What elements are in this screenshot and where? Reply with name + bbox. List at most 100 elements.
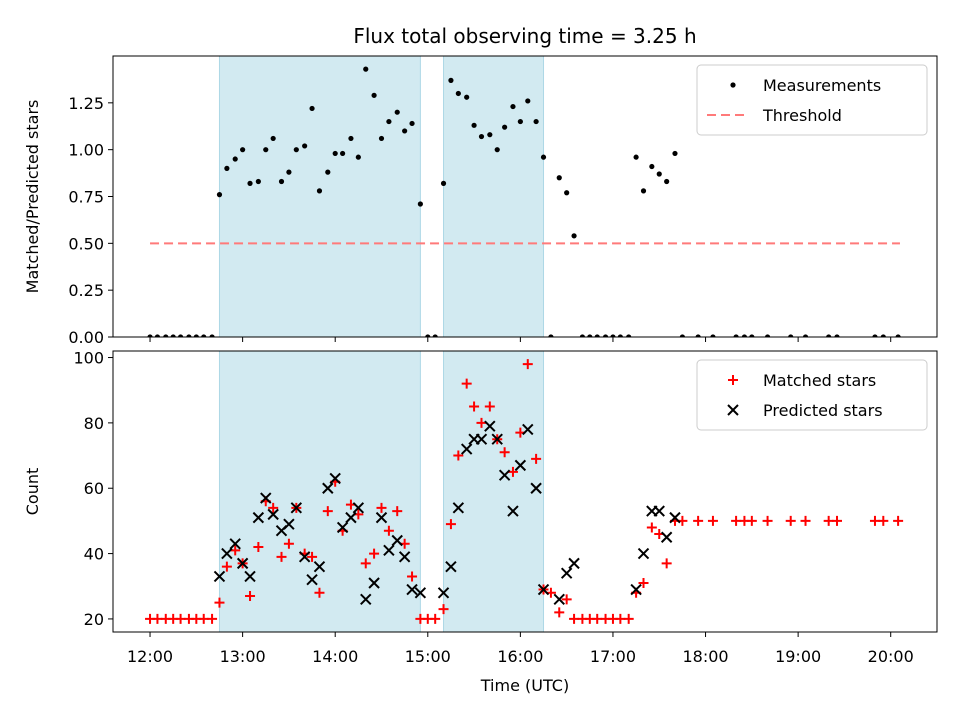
- chart-title: Flux total observing time = 3.25 h: [353, 24, 696, 48]
- data-point: [383, 525, 394, 536]
- data-point: [306, 574, 318, 586]
- data-point: [530, 482, 542, 494]
- data-point: [499, 447, 510, 458]
- data-point: [484, 401, 495, 412]
- data-point: [394, 109, 400, 115]
- data-point: [186, 334, 192, 337]
- data-point: [378, 135, 385, 142]
- data-point: [224, 165, 230, 171]
- data-point: [617, 334, 623, 337]
- x-tick-label: 15:00: [405, 647, 451, 666]
- top-panel: 0.00 0.25 0.50 0.75 1.00 1.25 Matched/Predicte…: [23, 55, 938, 347]
- data-point: [402, 128, 408, 134]
- data-point: [537, 583, 550, 596]
- legend-swatch: [728, 375, 738, 385]
- data-point: [369, 548, 380, 559]
- data-point: [432, 334, 438, 337]
- data-point: [522, 359, 533, 370]
- data-point: [880, 334, 886, 337]
- data-point: [764, 334, 771, 337]
- plot-area: [147, 66, 901, 337]
- data-point: [525, 98, 531, 104]
- data-point: [478, 133, 485, 140]
- series-predicted-stars: [213, 420, 681, 606]
- data-point: [522, 423, 534, 436]
- data-point: [332, 150, 338, 157]
- data-point: [414, 587, 427, 599]
- data-point: [602, 334, 609, 337]
- data-point: [232, 156, 238, 162]
- data-point: [406, 583, 418, 596]
- data-point: [216, 192, 223, 198]
- data-point: [193, 334, 199, 337]
- data-point: [302, 143, 308, 149]
- data-point: [556, 175, 562, 181]
- x-tick-label: 20:00: [868, 647, 914, 666]
- data-point: [491, 433, 503, 445]
- y-tick-label: 0.00: [68, 328, 104, 347]
- data-point: [252, 511, 265, 524]
- legend: Matched stars Predicted stars: [696, 359, 928, 431]
- data-point: [469, 401, 480, 412]
- data-point: [278, 178, 285, 185]
- data-point: [633, 154, 639, 160]
- y-tick-label: 100: [73, 349, 104, 368]
- data-point: [640, 188, 647, 194]
- legend-label: Matched stars: [763, 371, 876, 390]
- data-point: [554, 607, 565, 618]
- data-point: [507, 505, 519, 517]
- data-point: [672, 150, 678, 157]
- data-point: [517, 118, 523, 125]
- data-point: [832, 515, 843, 526]
- data-point: [236, 557, 249, 570]
- data-point: [345, 511, 357, 524]
- data-point: [214, 597, 225, 608]
- data-point: [452, 502, 465, 514]
- data-point: [484, 420, 496, 432]
- data-point: [762, 515, 773, 526]
- data-point: [461, 378, 472, 389]
- data-point: [475, 433, 488, 445]
- data-point: [788, 334, 794, 337]
- legend-label: Predicted stars: [763, 401, 883, 420]
- data-point: [548, 334, 554, 337]
- data-point: [391, 534, 403, 547]
- y-tick-label: 0.75: [68, 188, 104, 207]
- data-point: [448, 77, 454, 83]
- data-point: [267, 508, 279, 521]
- data-point: [322, 506, 333, 517]
- data-point: [660, 531, 673, 543]
- data-point: [207, 613, 218, 624]
- data-point: [610, 334, 616, 337]
- data-point: [307, 551, 318, 562]
- data-point: [445, 560, 457, 573]
- data-point: [785, 515, 796, 526]
- data-point: [201, 334, 207, 337]
- data-point: [646, 522, 657, 533]
- data-point: [656, 171, 662, 177]
- data-point: [253, 542, 264, 553]
- data-point: [355, 154, 361, 160]
- data-point: [476, 417, 487, 428]
- data-point: [561, 594, 572, 605]
- data-point: [733, 334, 739, 337]
- data-point: [471, 122, 477, 128]
- x-tick-label: 19:00: [775, 647, 821, 666]
- data-point: [314, 587, 325, 598]
- data-point: [270, 135, 276, 142]
- data-point: [579, 334, 586, 337]
- data-point: [244, 570, 256, 583]
- data-point: [329, 472, 341, 485]
- legend-box: [696, 64, 928, 136]
- x-tick-label: 14:00: [312, 647, 358, 666]
- data-point: [802, 334, 809, 337]
- data-point: [386, 118, 392, 125]
- data-point: [498, 469, 511, 481]
- data-point: [163, 334, 169, 337]
- data-point: [260, 492, 272, 504]
- y-tick-label: 80: [84, 414, 104, 433]
- data-point: [268, 502, 279, 513]
- y-tick-label: 40: [84, 545, 104, 564]
- data-point: [283, 538, 294, 549]
- data-point: [893, 515, 904, 526]
